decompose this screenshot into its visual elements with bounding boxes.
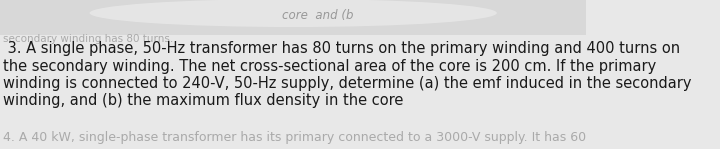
FancyBboxPatch shape <box>0 0 586 35</box>
Text: 4. A 40 kW, single-phase transformer has its primary connected to a 3000-V suppl: 4. A 40 kW, single-phase transformer has… <box>4 131 586 144</box>
Text: the secondary winding. The net cross-sectional area of the core is 200 cm. If th: the secondary winding. The net cross-sec… <box>4 59 657 73</box>
Text: winding, and (b) the maximum flux density in the core: winding, and (b) the maximum flux densit… <box>4 94 404 108</box>
Text: secondary winding has 80 turns.: secondary winding has 80 turns. <box>4 34 174 44</box>
Ellipse shape <box>89 0 497 27</box>
Text: 3. A single phase, 50-Hz transformer has 80 turns on the primary winding and 400: 3. A single phase, 50-Hz transformer has… <box>4 41 680 56</box>
Text: winding is connected to 240-V, 50-Hz supply, determine (a) the emf induced in th: winding is connected to 240-V, 50-Hz sup… <box>4 76 692 91</box>
Text: core  and (b: core and (b <box>282 10 354 22</box>
